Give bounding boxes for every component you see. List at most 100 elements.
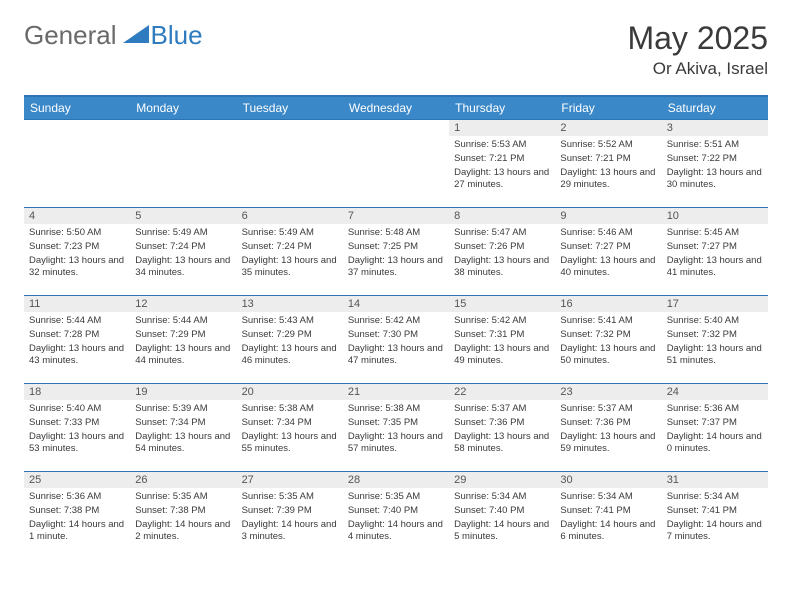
weekday-header: Monday: [130, 97, 236, 120]
daylight-line: Daylight: 14 hours and 5 minutes.: [454, 519, 550, 545]
calendar-cell: 3Sunrise: 5:51 AMSunset: 7:22 PMDaylight…: [662, 120, 768, 208]
sunset-line: Sunset: 7:32 PM: [667, 329, 763, 342]
daylight-line: Daylight: 13 hours and 44 minutes.: [135, 343, 231, 369]
calendar-cell: ..: [237, 120, 343, 208]
day-number: 4: [24, 208, 130, 224]
day-number: 14: [343, 296, 449, 312]
sunset-line: Sunset: 7:38 PM: [29, 505, 125, 518]
day-data: Sunrise: 5:45 AMSunset: 7:27 PMDaylight:…: [662, 224, 768, 285]
day-number: 16: [555, 296, 661, 312]
sunset-line: Sunset: 7:41 PM: [560, 505, 656, 518]
daylight-line: Daylight: 13 hours and 54 minutes.: [135, 431, 231, 457]
logo-text-blue: Blue: [151, 20, 203, 51]
sunset-line: Sunset: 7:33 PM: [29, 417, 125, 430]
calendar-row: 4Sunrise: 5:50 AMSunset: 7:23 PMDaylight…: [24, 208, 768, 296]
sunrise-line: Sunrise: 5:44 AM: [29, 315, 125, 328]
logo-text-general: General: [24, 20, 117, 51]
sunrise-line: Sunrise: 5:36 AM: [667, 403, 763, 416]
calendar-row: 11Sunrise: 5:44 AMSunset: 7:28 PMDayligh…: [24, 296, 768, 384]
sunset-line: Sunset: 7:35 PM: [348, 417, 444, 430]
day-data: Sunrise: 5:36 AMSunset: 7:38 PMDaylight:…: [24, 488, 130, 549]
weekday-header: Sunday: [24, 97, 130, 120]
sunset-line: Sunset: 7:41 PM: [667, 505, 763, 518]
day-data: Sunrise: 5:34 AMSunset: 7:41 PMDaylight:…: [555, 488, 661, 549]
daylight-line: Daylight: 13 hours and 50 minutes.: [560, 343, 656, 369]
sunrise-line: Sunrise: 5:35 AM: [348, 491, 444, 504]
day-data: Sunrise: 5:42 AMSunset: 7:31 PMDaylight:…: [449, 312, 555, 373]
calendar-cell: 23Sunrise: 5:37 AMSunset: 7:36 PMDayligh…: [555, 384, 661, 472]
daylight-line: Daylight: 14 hours and 1 minute.: [29, 519, 125, 545]
calendar-cell: 10Sunrise: 5:45 AMSunset: 7:27 PMDayligh…: [662, 208, 768, 296]
calendar-cell: 20Sunrise: 5:38 AMSunset: 7:34 PMDayligh…: [237, 384, 343, 472]
sunset-line: Sunset: 7:21 PM: [454, 153, 550, 166]
sunrise-line: Sunrise: 5:46 AM: [560, 227, 656, 240]
sunrise-line: Sunrise: 5:42 AM: [454, 315, 550, 328]
sunset-line: Sunset: 7:31 PM: [454, 329, 550, 342]
sunset-line: Sunset: 7:36 PM: [560, 417, 656, 430]
day-number: 5: [130, 208, 236, 224]
calendar-cell: 17Sunrise: 5:40 AMSunset: 7:32 PMDayligh…: [662, 296, 768, 384]
logo: General Blue: [24, 20, 203, 51]
day-data: Sunrise: 5:36 AMSunset: 7:37 PMDaylight:…: [662, 400, 768, 461]
day-data: Sunrise: 5:40 AMSunset: 7:33 PMDaylight:…: [24, 400, 130, 461]
sunrise-line: Sunrise: 5:42 AM: [348, 315, 444, 328]
weekday-header: Friday: [555, 97, 661, 120]
daylight-line: Daylight: 13 hours and 34 minutes.: [135, 255, 231, 281]
daylight-line: Daylight: 13 hours and 59 minutes.: [560, 431, 656, 457]
calendar-cell: 19Sunrise: 5:39 AMSunset: 7:34 PMDayligh…: [130, 384, 236, 472]
calendar-row: 18Sunrise: 5:40 AMSunset: 7:33 PMDayligh…: [24, 384, 768, 472]
calendar-cell: 26Sunrise: 5:35 AMSunset: 7:38 PMDayligh…: [130, 472, 236, 560]
calendar-cell: 2Sunrise: 5:52 AMSunset: 7:21 PMDaylight…: [555, 120, 661, 208]
calendar-cell: 4Sunrise: 5:50 AMSunset: 7:23 PMDaylight…: [24, 208, 130, 296]
calendar-cell: 31Sunrise: 5:34 AMSunset: 7:41 PMDayligh…: [662, 472, 768, 560]
day-data: Sunrise: 5:46 AMSunset: 7:27 PMDaylight:…: [555, 224, 661, 285]
calendar-cell: ..: [130, 120, 236, 208]
day-number: 21: [343, 384, 449, 400]
calendar-cell: 12Sunrise: 5:44 AMSunset: 7:29 PMDayligh…: [130, 296, 236, 384]
sunset-line: Sunset: 7:27 PM: [667, 241, 763, 254]
calendar-cell: 24Sunrise: 5:36 AMSunset: 7:37 PMDayligh…: [662, 384, 768, 472]
sunrise-line: Sunrise: 5:53 AM: [454, 139, 550, 152]
day-data: Sunrise: 5:49 AMSunset: 7:24 PMDaylight:…: [130, 224, 236, 285]
day-data: Sunrise: 5:35 AMSunset: 7:40 PMDaylight:…: [343, 488, 449, 549]
calendar-cell: 27Sunrise: 5:35 AMSunset: 7:39 PMDayligh…: [237, 472, 343, 560]
page-header: General Blue May 2025 Or Akiva, Israel: [24, 20, 768, 79]
sunset-line: Sunset: 7:23 PM: [29, 241, 125, 254]
day-number: 22: [449, 384, 555, 400]
day-number: 27: [237, 472, 343, 488]
sunrise-line: Sunrise: 5:34 AM: [667, 491, 763, 504]
sunrise-line: Sunrise: 5:36 AM: [29, 491, 125, 504]
daylight-line: Daylight: 13 hours and 41 minutes.: [667, 255, 763, 281]
day-data: Sunrise: 5:47 AMSunset: 7:26 PMDaylight:…: [449, 224, 555, 285]
calendar-cell: ..: [343, 120, 449, 208]
sunrise-line: Sunrise: 5:38 AM: [242, 403, 338, 416]
sunset-line: Sunset: 7:29 PM: [135, 329, 231, 342]
day-data: Sunrise: 5:34 AMSunset: 7:41 PMDaylight:…: [662, 488, 768, 549]
calendar-row: 25Sunrise: 5:36 AMSunset: 7:38 PMDayligh…: [24, 472, 768, 560]
day-number: 30: [555, 472, 661, 488]
weekday-header: Tuesday: [237, 97, 343, 120]
day-data: Sunrise: 5:34 AMSunset: 7:40 PMDaylight:…: [449, 488, 555, 549]
daylight-line: Daylight: 13 hours and 40 minutes.: [560, 255, 656, 281]
day-data: Sunrise: 5:40 AMSunset: 7:32 PMDaylight:…: [662, 312, 768, 373]
day-number: 11: [24, 296, 130, 312]
calendar-row: ........1Sunrise: 5:53 AMSunset: 7:21 PM…: [24, 120, 768, 208]
day-data: Sunrise: 5:44 AMSunset: 7:29 PMDaylight:…: [130, 312, 236, 373]
sunset-line: Sunset: 7:34 PM: [242, 417, 338, 430]
weekday-header-row: SundayMondayTuesdayWednesdayThursdayFrid…: [24, 97, 768, 120]
calendar-cell: 18Sunrise: 5:40 AMSunset: 7:33 PMDayligh…: [24, 384, 130, 472]
sunrise-line: Sunrise: 5:40 AM: [29, 403, 125, 416]
calendar-wrap: SundayMondayTuesdayWednesdayThursdayFrid…: [24, 95, 768, 560]
day-data: Sunrise: 5:38 AMSunset: 7:34 PMDaylight:…: [237, 400, 343, 461]
daylight-line: Daylight: 13 hours and 51 minutes.: [667, 343, 763, 369]
location-label: Or Akiva, Israel: [627, 59, 768, 79]
daylight-line: Daylight: 13 hours and 38 minutes.: [454, 255, 550, 281]
weekday-header: Wednesday: [343, 97, 449, 120]
daylight-line: Daylight: 14 hours and 2 minutes.: [135, 519, 231, 545]
calendar-cell: 25Sunrise: 5:36 AMSunset: 7:38 PMDayligh…: [24, 472, 130, 560]
day-data: Sunrise: 5:52 AMSunset: 7:21 PMDaylight:…: [555, 136, 661, 197]
calendar-table: SundayMondayTuesdayWednesdayThursdayFrid…: [24, 97, 768, 560]
logo-triangle-icon: [123, 23, 149, 48]
day-number: 15: [449, 296, 555, 312]
daylight-line: Daylight: 14 hours and 6 minutes.: [560, 519, 656, 545]
